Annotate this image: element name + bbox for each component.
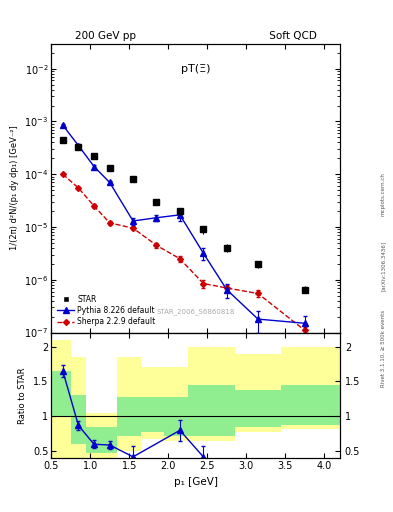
Pythia 8.226 default — [76, 142, 81, 148]
Bar — [211, 347, 235, 441]
Sherpa 2.2.9 default — [131, 225, 136, 231]
Bar — [281, 385, 340, 425]
Bar — [235, 353, 281, 432]
Text: Rivet 3.1.10, ≥ 500k events: Rivet 3.1.10, ≥ 500k events — [381, 310, 386, 387]
Text: pT(Ξ): pT(Ξ) — [181, 64, 210, 74]
Bar — [235, 390, 281, 427]
Bar — [71, 357, 86, 458]
Bar — [71, 395, 86, 444]
Pythia 8.226 default — [61, 122, 65, 129]
Pythia 8.226 default — [255, 316, 260, 322]
Bar — [118, 397, 141, 436]
Sherpa 2.2.9 default — [76, 185, 81, 191]
Bar — [164, 368, 188, 441]
Bar — [164, 397, 188, 436]
Sherpa 2.2.9 default — [201, 281, 206, 287]
Sherpa 2.2.9 default — [92, 203, 96, 209]
Bar — [86, 427, 102, 453]
Sherpa 2.2.9 default — [107, 220, 112, 226]
Bar — [102, 427, 118, 453]
Y-axis label: 1/(2π) d²N/(p₁ dy dp₁) [GeV⁻²]: 1/(2π) d²N/(p₁ dy dp₁) [GeV⁻²] — [9, 125, 18, 250]
Bar — [51, 371, 71, 416]
Y-axis label: Ratio to STAR: Ratio to STAR — [18, 367, 28, 423]
Text: [arXiv:1306.3436]: [arXiv:1306.3436] — [381, 241, 386, 291]
Text: mcplots.cern.ch: mcplots.cern.ch — [381, 173, 386, 217]
Pythia 8.226 default — [201, 250, 206, 256]
Bar — [102, 413, 118, 458]
Pythia 8.226 default — [178, 212, 182, 218]
Pythia 8.226 default — [107, 179, 112, 185]
Bar — [118, 357, 141, 451]
Sherpa 2.2.9 default — [303, 327, 307, 333]
Title: 200 GeV pp                                         Soft QCD: 200 GeV pp Soft QCD — [75, 31, 316, 41]
Legend: STAR, Pythia 8.226 default, Sherpa 2.2.9 default: STAR, Pythia 8.226 default, Sherpa 2.2.9… — [55, 292, 158, 329]
Bar — [211, 385, 235, 436]
Sherpa 2.2.9 default — [154, 242, 159, 248]
Pythia 8.226 default — [131, 218, 136, 224]
Sherpa 2.2.9 default — [255, 290, 260, 296]
Bar — [188, 347, 211, 441]
Bar — [141, 368, 164, 439]
Bar — [86, 413, 102, 458]
Pythia 8.226 default — [303, 320, 307, 326]
Sherpa 2.2.9 default — [224, 285, 229, 291]
Pythia 8.226 default — [154, 215, 159, 221]
Bar — [51, 339, 71, 458]
Line: Sherpa 2.2.9 default: Sherpa 2.2.9 default — [61, 172, 307, 332]
Sherpa 2.2.9 default — [178, 255, 182, 262]
Sherpa 2.2.9 default — [61, 171, 65, 177]
Pythia 8.226 default — [92, 163, 96, 169]
Bar — [188, 385, 211, 436]
X-axis label: p₁ [GeV]: p₁ [GeV] — [174, 477, 217, 486]
Line: Pythia 8.226 default: Pythia 8.226 default — [60, 122, 308, 326]
Text: STAR_2006_S6860818: STAR_2006_S6860818 — [156, 308, 235, 315]
Bar — [281, 347, 340, 429]
Pythia 8.226 default — [224, 287, 229, 293]
Bar — [141, 397, 164, 432]
